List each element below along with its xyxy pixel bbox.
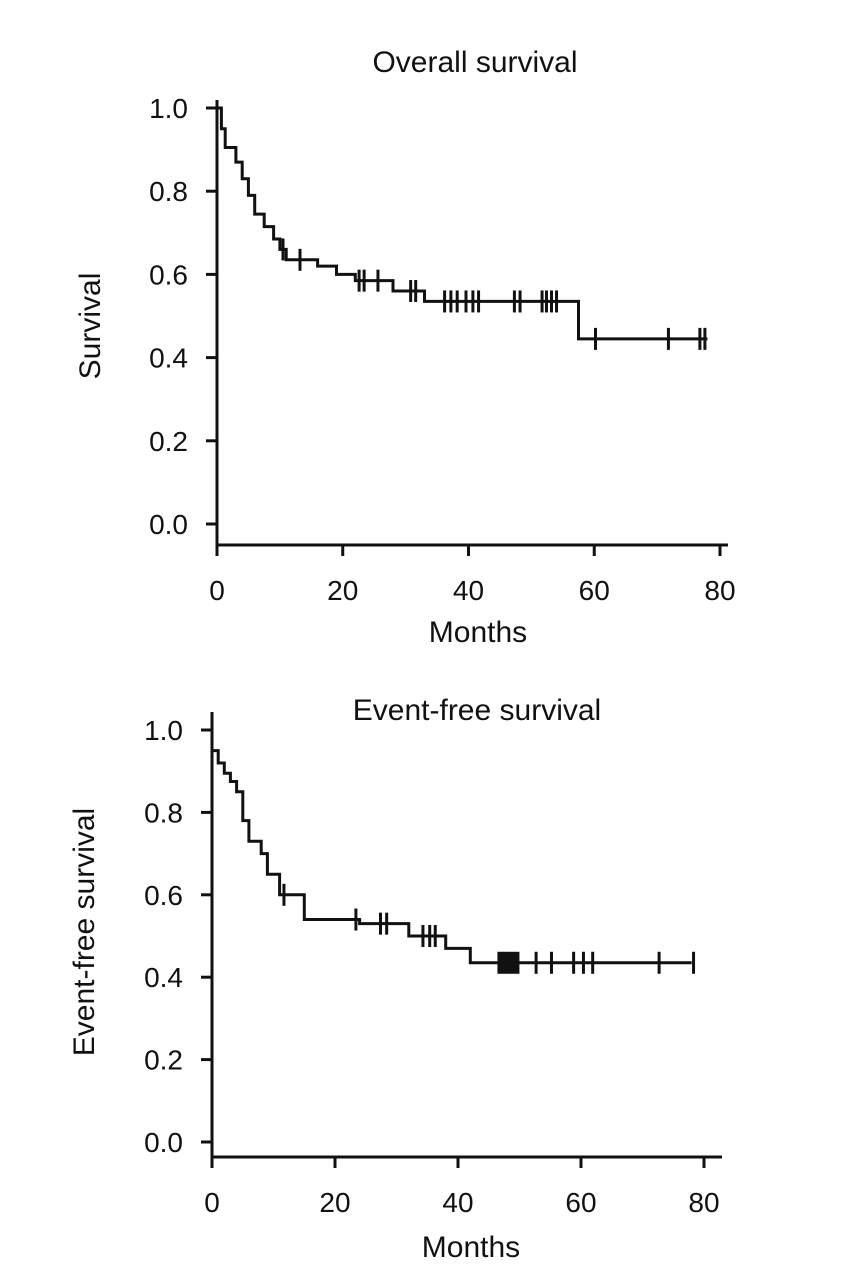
x-tick-label: 60 — [565, 1187, 596, 1218]
x-tick-label: 40 — [453, 575, 484, 606]
x-axis-label: Months — [422, 1231, 520, 1264]
y-tick-label: 0.0 — [144, 1127, 183, 1158]
chart-title: Event-free survival — [353, 694, 601, 727]
y-tick-label: 0.0 — [149, 509, 188, 540]
x-tick-label: 40 — [442, 1187, 473, 1218]
plot-marks — [212, 749, 696, 974]
y-tick-label: 1.0 — [149, 93, 188, 124]
x-axis-label: Months — [429, 616, 527, 649]
censor-cluster-marker — [497, 951, 520, 974]
survival-curve — [212, 749, 692, 965]
x-tick-label: 0 — [204, 1187, 220, 1218]
y-tick-label: 0.6 — [144, 880, 183, 911]
x-tick-label: 0 — [209, 575, 225, 606]
y-tick-label: 0.2 — [144, 1045, 183, 1076]
y-axis-label: Survival — [74, 273, 107, 380]
plot-marks — [217, 106, 708, 350]
overall-survival-panel: Overall survival Months Survival 0.00.20… — [74, 46, 736, 649]
chart-title: Overall survival — [372, 46, 577, 79]
y-tick-label: 0.8 — [149, 176, 188, 207]
x-tick-label: 20 — [327, 575, 358, 606]
y-axis-label: Event-free survival — [68, 808, 101, 1056]
x-tick-label: 80 — [688, 1187, 719, 1218]
event-free-survival-panel: Event-free survival Months Event-free su… — [68, 694, 722, 1264]
x-tick-label: 60 — [579, 575, 610, 606]
y-tick-label: 1.0 — [144, 715, 183, 746]
y-tick-label: 0.6 — [149, 259, 188, 290]
axis-ticks: 0.0 0.2 0.4 0.6 0.8 1.0 0 20 40 60 80 — [149, 93, 736, 606]
survival-curve — [217, 106, 708, 341]
y-tick-label: 0.8 — [144, 797, 183, 828]
y-tick-label: 0.4 — [149, 343, 188, 374]
x-tick-label: 80 — [704, 575, 735, 606]
x-tick-label: 20 — [319, 1187, 350, 1218]
y-tick-label: 0.4 — [144, 962, 183, 993]
axis-ticks: 0.0 0.2 0.4 0.6 0.8 1.0 0 20 40 60 80 — [144, 712, 722, 1218]
y-tick-label: 0.2 — [149, 426, 188, 457]
